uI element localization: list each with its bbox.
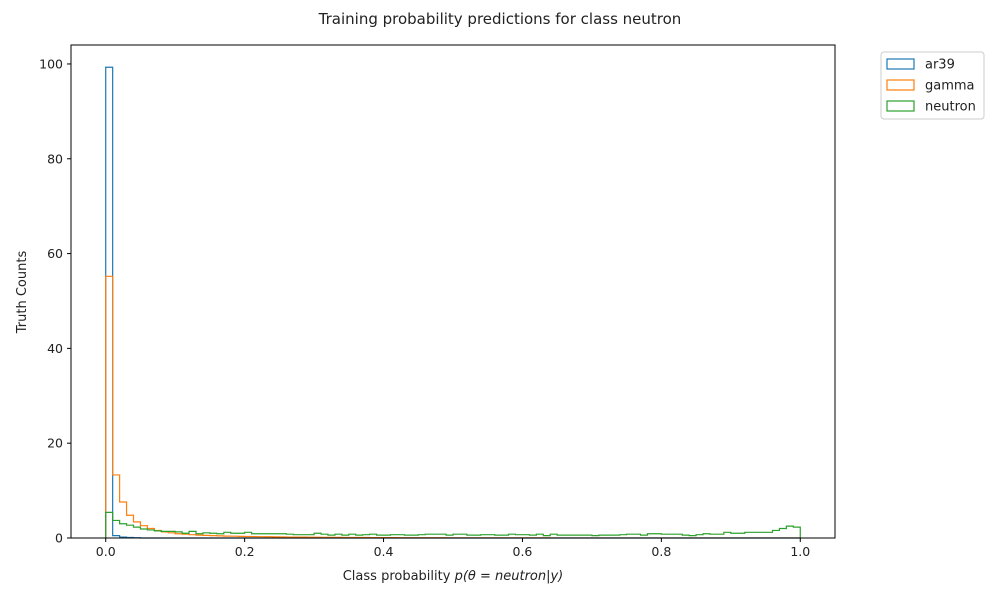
legend: ar39 gamma neutron	[880, 51, 985, 120]
series-neutron-histogram	[105, 511, 801, 538]
x-axis-label-math: p(θ = neutron|y)	[454, 569, 564, 584]
series-gamma-histogram	[105, 275, 801, 539]
x-tick-label: 1.0	[790, 544, 810, 559]
legend-label-gamma: gamma	[925, 79, 975, 94]
y-axis-label: Truth Counts	[15, 251, 30, 335]
x-tick-label: 0.0	[96, 544, 116, 559]
y-tick-label: 100	[39, 56, 63, 71]
y-tick-label: 20	[47, 436, 63, 451]
y-axis: 0 20 40 60 80 100	[39, 56, 71, 546]
x-tick-label: 0.6	[513, 544, 533, 559]
y-tick-label: 40	[47, 341, 63, 356]
plot-frame	[70, 44, 836, 539]
legend-swatch-ar39	[886, 58, 915, 70]
x-axis: 0.0 0.2 0.4 0.6 0.8 1.0	[96, 538, 810, 559]
series-layer	[105, 66, 801, 539]
legend-label-ar39: ar39	[925, 58, 955, 73]
x-tick-label: 0.8	[651, 544, 671, 559]
y-tick-label: 60	[47, 246, 63, 261]
series-ar39-histogram	[105, 66, 801, 539]
x-axis-label: Class probability p(θ = neutron|y)	[343, 569, 564, 584]
y-tick-label: 80	[47, 151, 63, 166]
y-tick-label: 0	[55, 531, 63, 546]
x-tick-label: 0.2	[235, 544, 255, 559]
legend-swatch-gamma	[886, 79, 915, 91]
legend-label-neutron: neutron	[925, 100, 976, 115]
chart-title: Training probability predictions for cla…	[318, 10, 682, 28]
legend-swatch-neutron	[886, 100, 915, 112]
x-tick-label: 0.4	[374, 544, 394, 559]
x-axis-label-text: Class probability	[343, 569, 455, 584]
